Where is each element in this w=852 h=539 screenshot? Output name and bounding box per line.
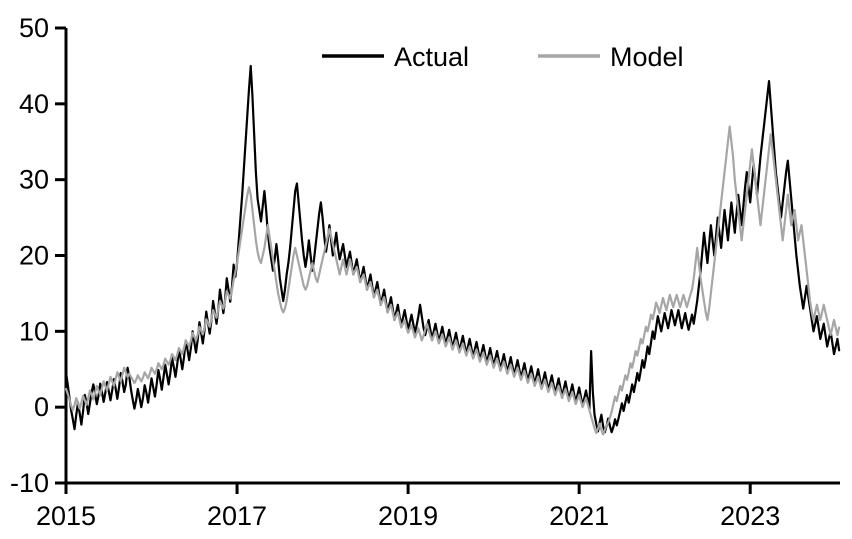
y-tick-label--10: -10 (10, 468, 49, 498)
y-axis-ticks (55, 26, 66, 485)
x-tick-label-2015: 2015 (36, 501, 96, 531)
y-tick-label-40: 40 (19, 89, 49, 119)
y-tick-label-50: 50 (19, 13, 49, 43)
series-lines (64, 64, 841, 436)
legend-label-model: Model (610, 42, 684, 72)
y-tick-label-0: 0 (34, 392, 49, 422)
y-tick-label-30: 30 (19, 165, 49, 195)
x-tick-label-2021: 2021 (549, 501, 609, 531)
y-tick-label-20: 20 (19, 241, 49, 271)
x-tick-label-2017: 2017 (207, 501, 267, 531)
legend-label-actual: Actual (394, 42, 469, 72)
x-axis-tick-labels: 2015 2017 2019 2021 2023 (36, 501, 780, 531)
chart-legend: Actual Model (322, 42, 684, 72)
y-tick-label-10: 10 (19, 316, 49, 346)
x-axis-ticks (64, 483, 752, 494)
x-tick-label-2023: 2023 (720, 501, 780, 531)
x-tick-label-2019: 2019 (378, 501, 438, 531)
series-line-actual (64, 64, 841, 434)
y-axis-tick-labels: -10 0 10 20 30 40 50 (10, 13, 49, 498)
series-line-model (64, 125, 841, 436)
